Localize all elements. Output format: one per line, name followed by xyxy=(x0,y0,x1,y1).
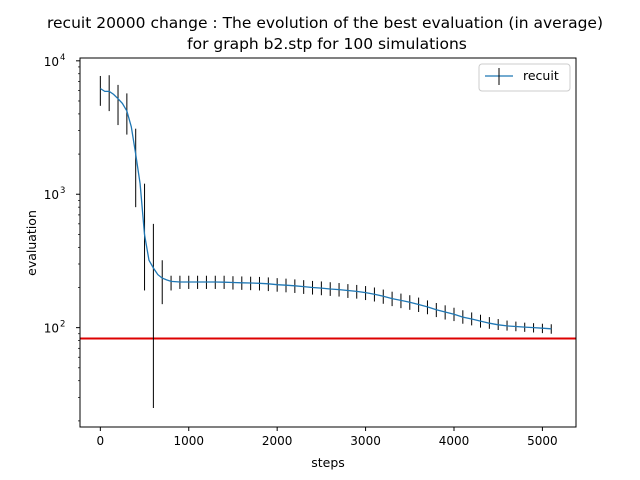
y-tick-exponent: 4 xyxy=(60,53,65,63)
y-tick-label: 10 xyxy=(44,55,59,69)
y-axis-label: evaluation xyxy=(24,210,39,276)
legend-box xyxy=(478,63,571,92)
x-axis: 0 1000 2000 3000 4000 5000 xyxy=(97,427,558,448)
y-tick-label: 10 xyxy=(44,322,59,336)
y-tick-label: 10 xyxy=(44,188,59,202)
error-bars xyxy=(99,75,552,408)
legend-label-recuit: recuit xyxy=(523,68,559,83)
plot-frame xyxy=(79,57,577,428)
legend: recuit xyxy=(478,63,571,92)
x-tick-label: 0 xyxy=(97,434,105,448)
y-tick-exponent: 3 xyxy=(60,186,65,196)
chart-title: recuit 20000 change : The evolution of t… xyxy=(47,14,603,32)
y-tick-exponent: 2 xyxy=(60,320,65,330)
x-tick-label: 5000 xyxy=(527,434,558,448)
x-tick-label: 1000 xyxy=(173,434,204,448)
x-tick-label: 4000 xyxy=(439,434,470,448)
x-tick-label: 2000 xyxy=(262,434,293,448)
plot-area xyxy=(80,75,576,408)
x-tick-label: 3000 xyxy=(350,434,381,448)
x-axis-label: steps xyxy=(311,455,345,470)
chart-subtitle: for graph b2.stp for 100 simulations xyxy=(187,35,467,53)
series-line-recuit xyxy=(99,87,552,330)
